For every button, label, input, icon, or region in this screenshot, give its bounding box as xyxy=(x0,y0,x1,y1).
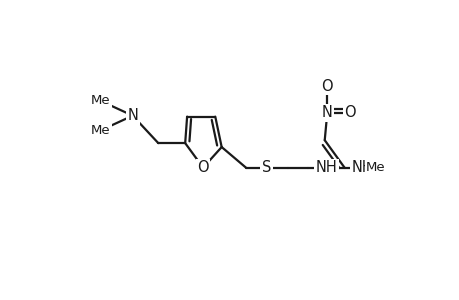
Text: O: O xyxy=(197,160,208,175)
Text: Me: Me xyxy=(365,161,385,174)
Text: Me: Me xyxy=(91,94,110,107)
Text: O: O xyxy=(321,79,332,94)
Text: NH: NH xyxy=(315,160,337,175)
Text: Me: Me xyxy=(91,124,110,137)
Text: N: N xyxy=(127,108,138,123)
Text: O: O xyxy=(344,105,355,120)
Text: N: N xyxy=(321,105,332,120)
Text: NH: NH xyxy=(351,160,373,175)
Text: S: S xyxy=(261,160,271,175)
